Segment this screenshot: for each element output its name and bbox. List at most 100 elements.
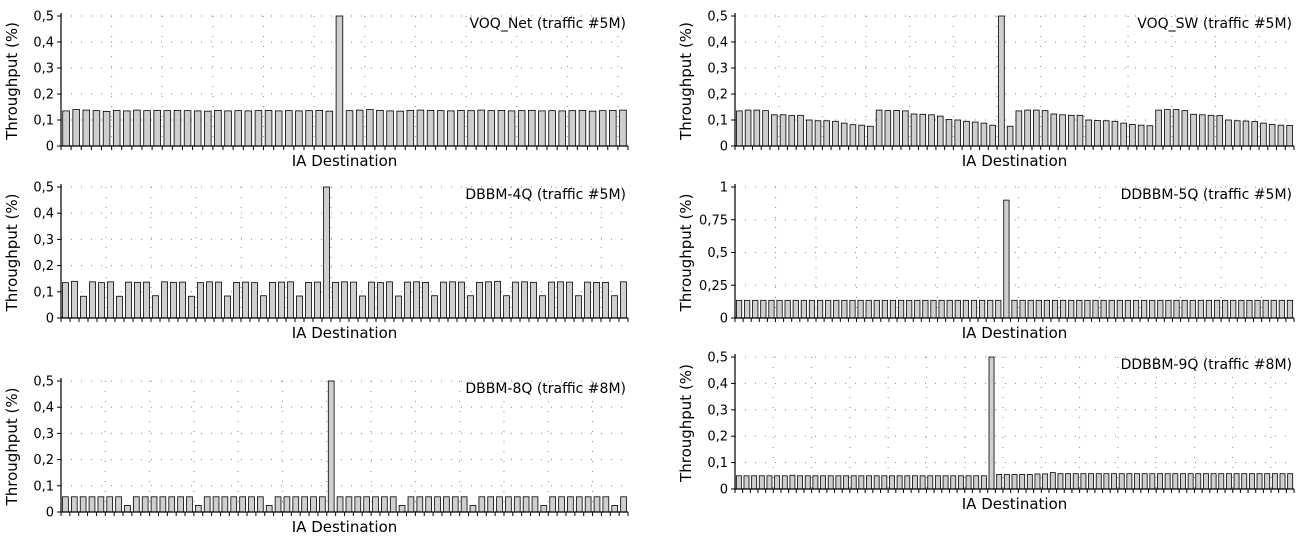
bar [987,299,994,319]
y-tick-label: 0,4 [33,207,54,222]
bar [497,109,506,147]
bar [469,505,477,513]
bar [197,282,204,319]
bar [768,299,775,319]
bar [954,119,962,147]
bar [584,496,592,513]
bar [914,299,921,319]
bar [80,295,87,319]
bar [319,496,326,513]
bar [1268,124,1276,147]
bar [620,281,627,319]
bar [233,281,240,319]
y-tick-label: 0,5 [33,10,54,25]
bar [70,496,78,513]
bar [850,475,857,490]
bar [980,122,988,147]
bar [376,109,384,147]
bar [1035,299,1042,319]
bar [540,505,548,513]
bar [919,475,926,490]
bar [251,282,258,319]
bar [1124,299,1131,319]
bar [1120,122,1127,147]
bar [919,113,927,147]
bar [611,505,619,513]
bar [254,110,263,147]
bar [487,110,496,147]
bar [558,110,566,147]
bar [496,496,503,513]
bar [283,496,291,513]
bar [867,125,874,147]
bar [260,295,267,319]
bar [735,475,742,490]
bar [530,281,537,319]
bar [336,496,344,513]
bar [503,295,510,319]
bar [257,496,264,513]
bar [141,496,149,513]
bar [588,110,597,147]
bar [1108,299,1115,319]
bar [295,110,303,147]
bar [422,281,429,319]
bar [1129,124,1136,147]
bar [112,109,121,147]
bar [973,475,980,490]
bar [792,299,799,319]
bar [816,299,824,319]
bar [744,109,752,147]
bar [274,110,283,147]
bar [538,110,546,147]
bar [264,109,273,147]
bar [1286,125,1293,147]
bar [1181,110,1189,147]
bar [71,280,78,319]
bar [962,299,969,319]
bar [910,113,918,147]
bar [988,356,995,490]
chart-4: 0 0,25 0,5 0,75 1 DDBBM-5Q (traffic #5M) IA De… [677,181,1295,342]
bar [517,110,526,147]
x-axis-title: IA Destination [292,518,398,536]
bar [922,299,929,319]
bar [1180,473,1186,490]
y-tick-label: 0,1 [33,479,54,494]
y-tick-label: 0,3 [33,427,54,442]
bar [125,281,132,319]
bar [153,109,161,147]
bar [858,475,865,490]
bar [447,110,455,147]
bar [805,119,813,147]
y-tick-label: 0,4 [33,36,54,51]
bar [1042,473,1049,490]
bar [92,110,101,147]
y-tick-label: 0,4 [707,377,728,392]
bar [1092,299,1099,319]
bar [230,496,238,513]
bar [62,282,69,319]
bar [774,475,781,490]
bar [858,124,865,147]
bar [134,281,141,319]
bar [884,110,892,147]
bar [377,282,384,319]
y-tick-label: 0,1 [707,114,728,129]
bar [1076,114,1084,147]
bar [1207,114,1215,147]
bar [1172,109,1180,147]
bar [123,110,131,147]
bar [487,496,495,513]
bar [898,299,905,319]
bar [1080,473,1087,490]
bar [285,110,293,147]
bar [893,109,900,147]
bar [1085,119,1093,147]
x-axis-title: IA Destination [962,152,1068,170]
y-tick-label: 0,5 [33,181,54,196]
bar [143,281,150,319]
bar [310,496,317,513]
chart-title: VOQ_SW (traffic #5M) [1137,16,1292,32]
bar [457,109,465,147]
